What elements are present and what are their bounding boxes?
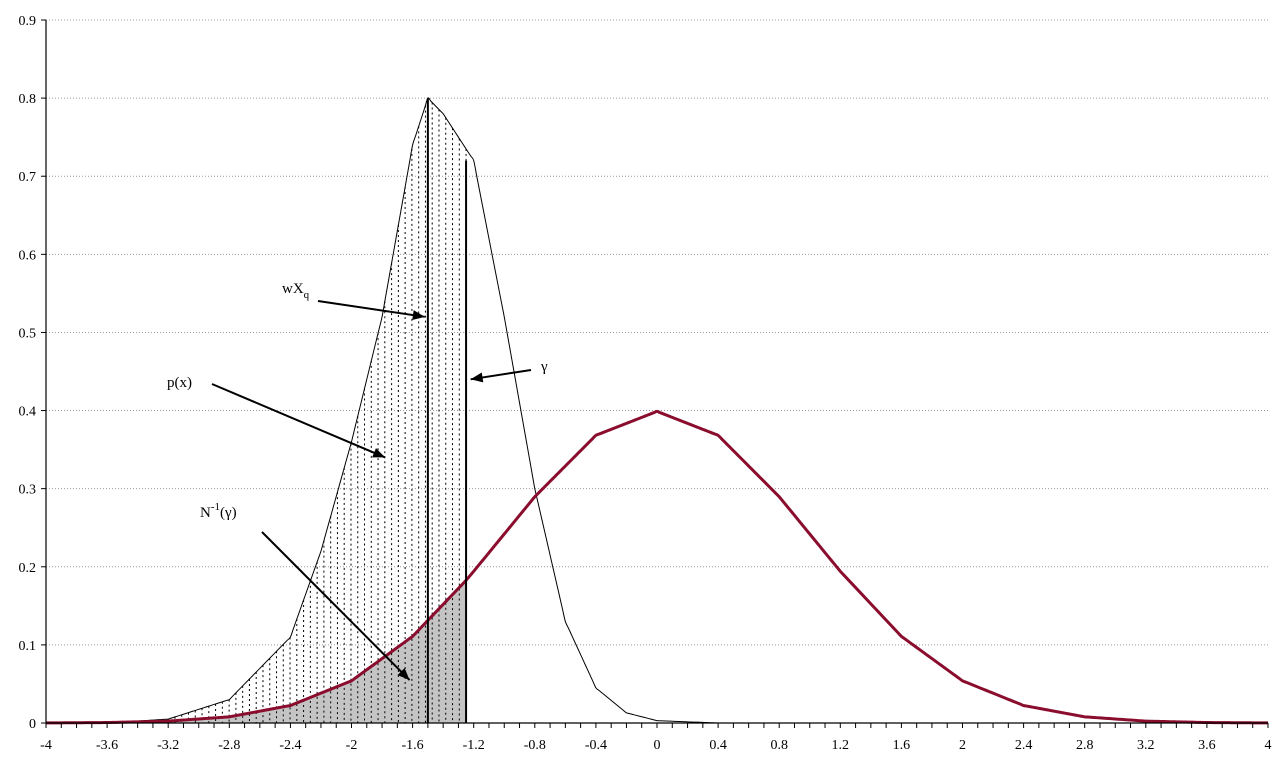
x-tick-label: 1.2 [832, 738, 850, 753]
annotation-ninv-main: N [200, 505, 211, 521]
annotation-gamma: γ [540, 359, 548, 375]
x-tick-label: -3.6 [96, 738, 118, 753]
x-tick-label: -2.4 [279, 738, 301, 753]
x-tick-label: 2.8 [1076, 738, 1094, 753]
x-tick-label: 2 [959, 738, 966, 753]
x-tick-label: 2.4 [1015, 738, 1033, 753]
x-tick-label: 3.2 [1137, 738, 1155, 753]
x-tick-label: -1.2 [463, 738, 485, 753]
gridlines [46, 19, 1268, 646]
annotation-px: p(x) [167, 375, 192, 391]
annotation-wxq-main: wX [282, 281, 304, 297]
arrow-shaft [317, 300, 425, 318]
y-tick-label: 0.8 [19, 92, 37, 107]
y-tick-label: 0.9 [19, 14, 37, 29]
x-tick-label: -3.2 [157, 738, 179, 753]
annotation-ninv-sup: -1 [211, 501, 220, 513]
annotation-ninv: N-1(γ) [200, 501, 237, 521]
arrow-shaft [211, 383, 386, 459]
x-tick-label: 0.4 [709, 738, 727, 753]
annotation-ninv-suffix: (γ) [220, 505, 237, 521]
vertical-markers [426, 98, 468, 723]
x-tick-label: 1.6 [893, 738, 911, 753]
series-lines [45, 97, 1269, 725]
y-tick-label: 0.5 [19, 326, 37, 341]
series-px-line [46, 97, 792, 724]
y-tick-label: 0.7 [19, 170, 37, 185]
x-tick-label: -0.4 [585, 738, 607, 753]
x-tick-label: -2 [346, 738, 358, 753]
x-tick-label: 0.8 [770, 738, 788, 753]
annotation-wxq: wXq [282, 281, 310, 301]
x-tick-label: -4 [40, 738, 52, 753]
arrow-head [397, 668, 410, 681]
arrow-head [470, 372, 484, 383]
arrow-head [412, 310, 425, 321]
x-tick-label: -1.6 [402, 738, 424, 753]
x-tick-label: -0.8 [524, 738, 546, 753]
arrow-head [372, 448, 386, 458]
gray-area-normal-cdf [46, 580, 467, 723]
axes [41, 19, 1269, 728]
y-tick-label: 0.2 [19, 561, 37, 576]
shaded-areas [46, 102, 467, 723]
y-tick-label: 0.1 [19, 639, 37, 654]
y-tick-label: 0.6 [19, 248, 37, 263]
y-tick-label: 0.3 [19, 483, 37, 498]
tick-labels: -4 -3.6 -3.2 -2.8 -2.4 -2 -1.6 -1.2 -0.8 -0.4 0 0.4… [19, 14, 1272, 753]
annotation-arrows [211, 300, 532, 681]
series-normal-line [45, 409, 1269, 725]
x-tick-label: 3.6 [1198, 738, 1216, 753]
x-tick-label: 0 [654, 738, 661, 753]
arrow-shaft [261, 531, 411, 681]
annotation-wxq-sub: q [304, 289, 310, 301]
y-tick-label: 0 [29, 717, 36, 732]
y-tick-label: 0.4 [19, 405, 37, 420]
annotations: p(x) wXq γ N-1(γ) [167, 281, 548, 521]
x-tick-label: 4 [1265, 738, 1272, 753]
x-tick-label: -2.8 [218, 738, 240, 753]
